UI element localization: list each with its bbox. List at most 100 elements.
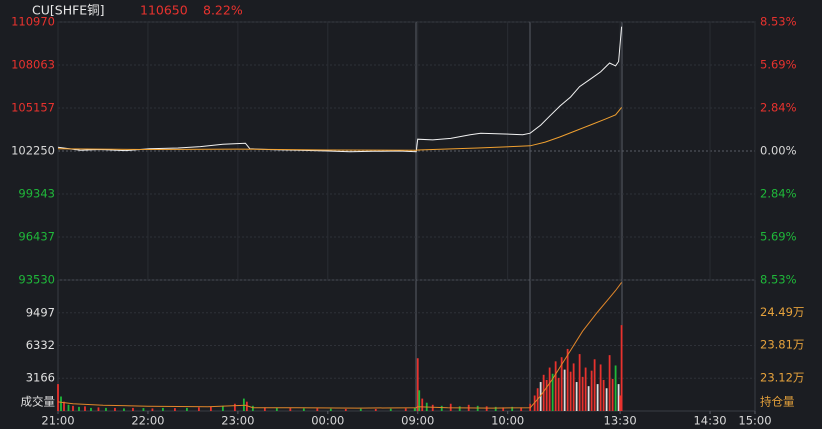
volume-bar <box>485 406 488 411</box>
volume-bar <box>57 384 59 411</box>
volume-bar <box>593 359 596 411</box>
volume-bar <box>174 408 176 411</box>
volume-bar <box>566 348 569 411</box>
volume-bar <box>63 401 65 411</box>
volume-bar <box>554 361 557 411</box>
volume-bar <box>416 358 419 411</box>
x-tick-label: 22:00 <box>131 414 164 428</box>
volume-bar <box>84 406 86 411</box>
volume-bar <box>78 406 80 411</box>
y2-tick-label: 0.00% <box>760 144 797 158</box>
volume-bar <box>608 355 611 411</box>
volume-bar <box>90 407 92 411</box>
y-axis-label: 成交量 <box>21 395 56 409</box>
y-tick-label: 110970 <box>11 15 55 29</box>
volume-bar <box>551 373 554 411</box>
volume-bar <box>418 390 421 411</box>
volume-bar <box>186 407 188 411</box>
y2-tick-label: 8.53% <box>760 273 797 287</box>
volume-bar <box>316 408 319 411</box>
volume-bar <box>458 406 461 411</box>
volume-bar <box>539 382 542 411</box>
volume-bar <box>209 406 212 411</box>
y-tick-label: 6332 <box>26 338 55 352</box>
volume-bar <box>617 384 620 411</box>
y2-tick-label: 5.69% <box>760 230 797 244</box>
x-tick-label: 13:30 <box>604 414 637 428</box>
volume-bar <box>584 367 587 411</box>
volume-bar <box>572 363 575 411</box>
volume-bar <box>560 357 563 411</box>
volume-bar <box>344 408 347 411</box>
volume-bar <box>602 379 605 411</box>
y2-tick-label: 23.12万 <box>760 371 804 385</box>
y2-tick-label: 5.69% <box>760 57 797 71</box>
y2-tick-label: 2.84% <box>760 101 797 115</box>
volume-bar <box>329 408 332 411</box>
volume-bar <box>575 382 578 411</box>
volume-bar <box>275 407 278 411</box>
y2-axis-label: 持仓量 <box>760 395 795 409</box>
volume-bar <box>502 407 505 411</box>
volume-bar <box>548 367 551 411</box>
last-price: 110650 <box>140 3 188 18</box>
price-line <box>57 26 623 153</box>
y2-tick-label: 24.49万 <box>760 305 804 319</box>
volume-bar <box>389 408 392 411</box>
y-tick-label: 3166 <box>26 371 55 385</box>
y-tick-label: 102250 <box>11 144 55 158</box>
volume-bar <box>590 370 593 411</box>
volume-bar <box>545 379 548 411</box>
volume-bar <box>67 404 70 411</box>
volume-bar <box>542 374 545 411</box>
symbol: CU[SHFE铜] <box>32 3 105 18</box>
volume-bar <box>72 405 74 411</box>
volume-bar <box>614 365 617 411</box>
volume-bar <box>151 408 154 411</box>
x-tick-label: 21:00 <box>41 414 74 428</box>
volume-bar <box>494 406 497 411</box>
volume-bar <box>142 408 145 411</box>
x-tick-label: 14:30 <box>693 414 726 428</box>
volume-bar <box>245 401 248 411</box>
price-line <box>57 107 622 151</box>
volume-bar <box>431 404 434 411</box>
volume-bar <box>359 408 362 411</box>
volume-bar <box>520 407 523 411</box>
volume-bar <box>619 395 621 411</box>
volume-bar <box>605 388 608 411</box>
volume-bar <box>242 398 245 411</box>
volume-bar <box>123 408 125 411</box>
volume-bar <box>421 398 424 411</box>
y2-tick-label: 2.84% <box>760 186 797 200</box>
y-tick-label: 99343 <box>18 187 55 201</box>
y-tick-label: 9497 <box>26 305 55 319</box>
x-tick-label: 09:00 <box>401 414 434 428</box>
x-tick-label: 10:00 <box>491 414 524 428</box>
volume-bar <box>251 405 254 411</box>
volume-bar <box>413 407 416 411</box>
volume-bar <box>263 407 266 411</box>
volume-bar <box>162 407 164 411</box>
volume-bar <box>511 406 514 411</box>
x-tick-label: 15:00 <box>738 414 771 428</box>
x-tick-label: 23:00 <box>221 414 254 428</box>
x-tick-label: 00:00 <box>311 414 344 428</box>
volume-bar <box>611 378 614 411</box>
volume-bar <box>60 396 62 411</box>
volume-bar <box>221 405 224 411</box>
volume-bar <box>105 407 107 411</box>
y2-tick-label: 23.81万 <box>760 338 804 352</box>
volume-bar <box>620 325 623 411</box>
volume-bar <box>569 371 572 411</box>
volume-bar <box>596 384 599 411</box>
y2-tick-label: 8.53% <box>760 15 797 29</box>
volume-bar <box>581 376 584 411</box>
volume-bar <box>132 407 134 411</box>
volume-bar <box>563 369 566 411</box>
volume-bar <box>97 407 100 411</box>
volume-bar <box>374 408 377 411</box>
volume-bar <box>289 408 292 411</box>
volume-bar <box>302 408 305 411</box>
